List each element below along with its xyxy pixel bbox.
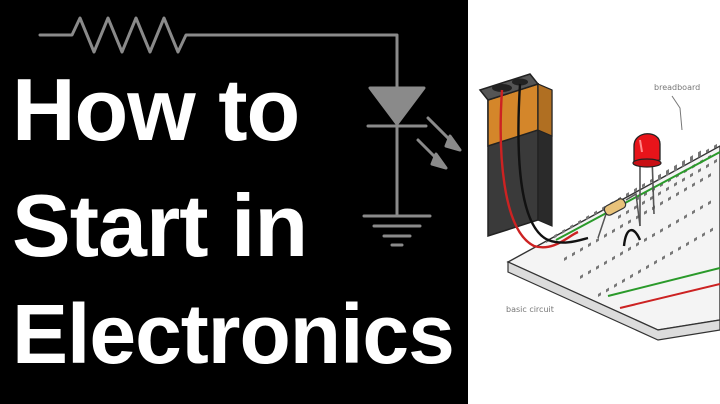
title-line-1: How to xyxy=(12,60,300,159)
ground-symbol-icon xyxy=(362,214,432,247)
title-panel: How to Start in Electronics xyxy=(12,16,462,381)
breadboard-label: breadboard xyxy=(654,83,700,92)
illustration-panel: breadboard basic circuit xyxy=(468,0,720,404)
led-icon xyxy=(632,133,662,226)
breadboard-illustration: breadboard basic circuit xyxy=(478,73,720,341)
battery-9v-icon xyxy=(478,73,553,238)
resistor-symbol-icon xyxy=(38,16,399,90)
basic-circuit-label: basic circuit xyxy=(506,305,554,314)
title-line-3: Electronics xyxy=(12,287,455,381)
led-diode-symbol-icon xyxy=(368,86,426,126)
resistor-icon xyxy=(597,192,641,239)
schematic-diagram xyxy=(38,16,462,247)
breadboard-icon xyxy=(506,143,720,341)
title-line-2: Start in xyxy=(12,176,308,275)
